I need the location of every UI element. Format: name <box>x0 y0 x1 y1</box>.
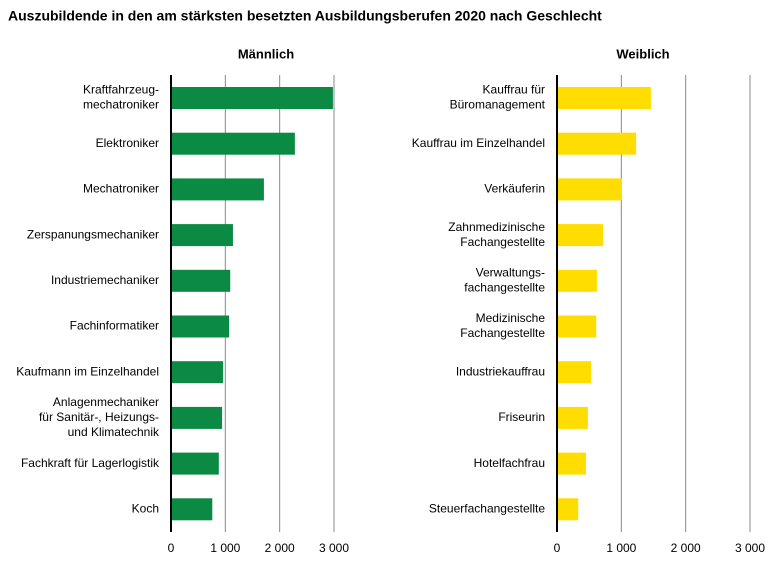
y-tick-label: Koch <box>132 501 159 515</box>
x-tick-label: 2 000 <box>671 541 701 555</box>
y-tick-label: Kraftfahrzeug- <box>83 83 159 97</box>
bar <box>171 224 233 247</box>
chart-title: Weiblich <box>616 46 669 61</box>
y-tick-label: Kaufmann im Einzelhandel <box>16 364 159 378</box>
y-tick-label: mechatroniker <box>83 98 159 112</box>
x-tick-label: 1 000 <box>210 541 240 555</box>
y-tick-label: Hotelfachfrau <box>474 456 545 470</box>
bar <box>171 361 224 384</box>
bar <box>557 315 597 338</box>
x-tick-label: 3 000 <box>735 541 765 555</box>
bar <box>557 178 622 201</box>
x-tick-label: 3 000 <box>319 541 349 555</box>
y-tick-label: Fachangestellte <box>460 235 545 249</box>
y-tick-label: für Sanitär-, Heizungs- <box>39 410 159 424</box>
y-tick-label: Zerspanungsmechaniker <box>27 227 159 241</box>
x-tick-label: 2 000 <box>265 541 295 555</box>
y-tick-label: Steuerfachangestellte <box>429 501 545 515</box>
x-tick-label: 1 000 <box>606 541 636 555</box>
y-tick-label: Fachangestellte <box>460 326 545 340</box>
bar <box>557 406 588 429</box>
y-tick-label: Zahnmedizinische <box>448 220 545 234</box>
y-tick-label: Medizinische <box>476 311 546 325</box>
y-tick-label: Kauffrau für <box>483 83 545 97</box>
y-tick-label: Friseurin <box>498 410 545 424</box>
bar <box>557 269 597 292</box>
bar <box>557 498 579 521</box>
y-tick-label: Verwaltungs- <box>476 265 545 279</box>
y-tick-label: Büromanagement <box>450 98 546 112</box>
x-tick-label: 0 <box>168 541 175 555</box>
bar <box>171 406 223 429</box>
x-tick-label: 0 <box>554 541 561 555</box>
bar <box>557 452 586 475</box>
y-tick-label: fachangestellte <box>464 280 545 294</box>
chart-title: Männlich <box>238 46 294 61</box>
y-tick-label: Verkäuferin <box>484 182 545 196</box>
bar <box>557 132 637 155</box>
bar <box>557 361 592 384</box>
bar <box>171 132 295 155</box>
y-tick-label: Mechatroniker <box>83 182 159 196</box>
bar <box>171 315 230 338</box>
bar <box>171 178 264 201</box>
y-tick-label: und Klimatechnik <box>68 425 160 439</box>
bar <box>171 269 231 292</box>
page-title: Auszubildende in den am stärksten besetz… <box>8 8 602 24</box>
y-tick-label: Fachkraft für Lagerlogistik <box>21 456 160 470</box>
y-tick-label: Kauffrau im Einzelhandel <box>412 136 545 150</box>
y-tick-label: Industriekauffrau <box>456 364 545 378</box>
bar <box>557 224 603 247</box>
y-tick-label: Fachinformatiker <box>70 319 159 333</box>
bar <box>171 452 219 475</box>
y-tick-label: Industriemechaniker <box>51 273 159 287</box>
y-tick-label: Elektroniker <box>96 136 159 150</box>
bar <box>171 498 213 521</box>
bar <box>557 87 651 109</box>
y-tick-label: Anlagenmechaniker <box>53 395 159 409</box>
bar <box>171 87 333 109</box>
